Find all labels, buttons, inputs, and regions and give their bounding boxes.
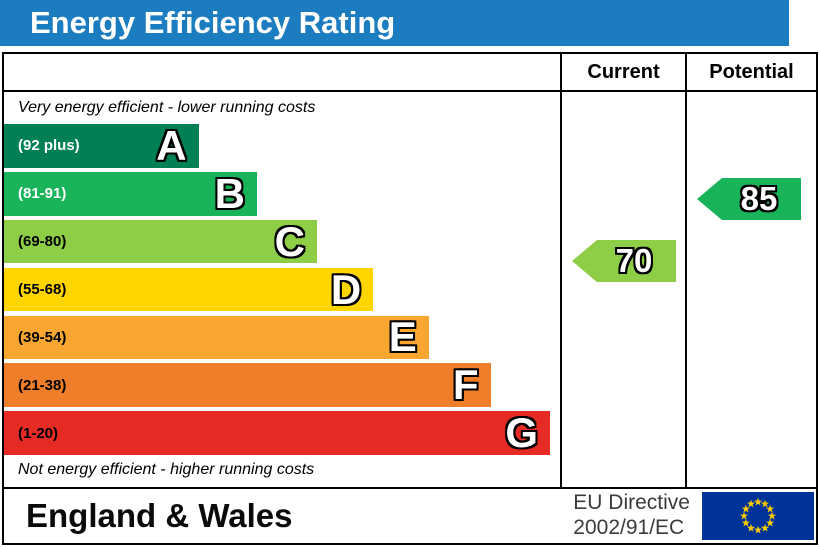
bands: (92 plus) A (81-91) B (69-80) C (55-68) D (39-54…	[4, 122, 560, 457]
title-bar: Energy Efficiency Rating	[0, 0, 789, 46]
band-range-label: (92 plus)	[18, 137, 80, 155]
band-row-d: (55-68) D	[4, 266, 560, 314]
potential-rating-value: 85	[740, 180, 778, 217]
band-range-label: (1-20)	[18, 424, 59, 442]
band-range-label: (39-54)	[18, 328, 67, 346]
header-spacer	[4, 54, 560, 90]
band-bar-e: (39-54) E	[4, 313, 429, 361]
band-bar-b: (81-91) B	[4, 172, 257, 216]
band-letter: D	[330, 265, 362, 313]
potential-column-header: Potential	[685, 54, 816, 90]
footer-row: England & Wales EU Directive 2002/91/EC	[4, 487, 816, 543]
band-letter: F	[452, 361, 479, 409]
band-letter: E	[388, 313, 417, 361]
chart-body: Very energy efficient - lower running co…	[4, 92, 816, 487]
band-bar-g: (1-20) G	[4, 411, 550, 455]
eu-directive-line2: 2002/91/EC	[573, 516, 685, 539]
band-letter: A	[156, 121, 187, 169]
current-rating-arrow: 70	[572, 240, 676, 282]
band-row-c: (69-80) C	[4, 218, 560, 266]
potential-col: 85	[685, 92, 816, 487]
page-title: Energy Efficiency Rating	[30, 5, 396, 40]
band-bar-c: (69-80) C	[4, 217, 318, 265]
eu-flag-icon	[702, 492, 814, 540]
band-range-label: (21-38)	[18, 376, 67, 394]
band-letter: B	[214, 169, 245, 217]
band-letter: C	[274, 217, 306, 265]
bottom-note: Not energy efficient - higher running co…	[18, 461, 315, 478]
current-column-header: Current	[560, 54, 685, 90]
band-row-e: (39-54) E	[4, 313, 560, 361]
band-row-g: (1-20) G	[4, 409, 560, 457]
current-rating-value: 70	[615, 242, 653, 279]
band-letter: G	[505, 409, 538, 457]
potential-rating-arrow: 85	[697, 178, 801, 220]
band-row-f: (21-38) F	[4, 361, 560, 409]
band-row-a: (92 plus) A	[4, 122, 560, 170]
band-range-label: (55-68)	[18, 281, 67, 298]
rating-table: Current Potential Very energy efficient …	[2, 52, 818, 545]
band-row-b: (81-91) B	[4, 170, 560, 218]
band-bar-f: (21-38) F	[4, 363, 491, 407]
band-bar-d: (55-68) D	[4, 265, 374, 313]
current-col: 70	[560, 92, 685, 487]
header-row: Current Potential	[4, 54, 816, 92]
band-bar-a: (92 plus) A	[4, 124, 199, 168]
band-range-label: (69-80)	[18, 233, 67, 251]
band-range-label: (81-91)	[18, 185, 67, 203]
eu-directive: EU Directive 2002/91/EC	[573, 491, 702, 541]
region-label: England & Wales	[26, 497, 293, 534]
bands-column: Very energy efficient - lower running co…	[4, 92, 560, 487]
top-note: Very energy efficient - lower running co…	[18, 99, 316, 116]
eu-directive-line1: EU Directive	[573, 491, 690, 515]
